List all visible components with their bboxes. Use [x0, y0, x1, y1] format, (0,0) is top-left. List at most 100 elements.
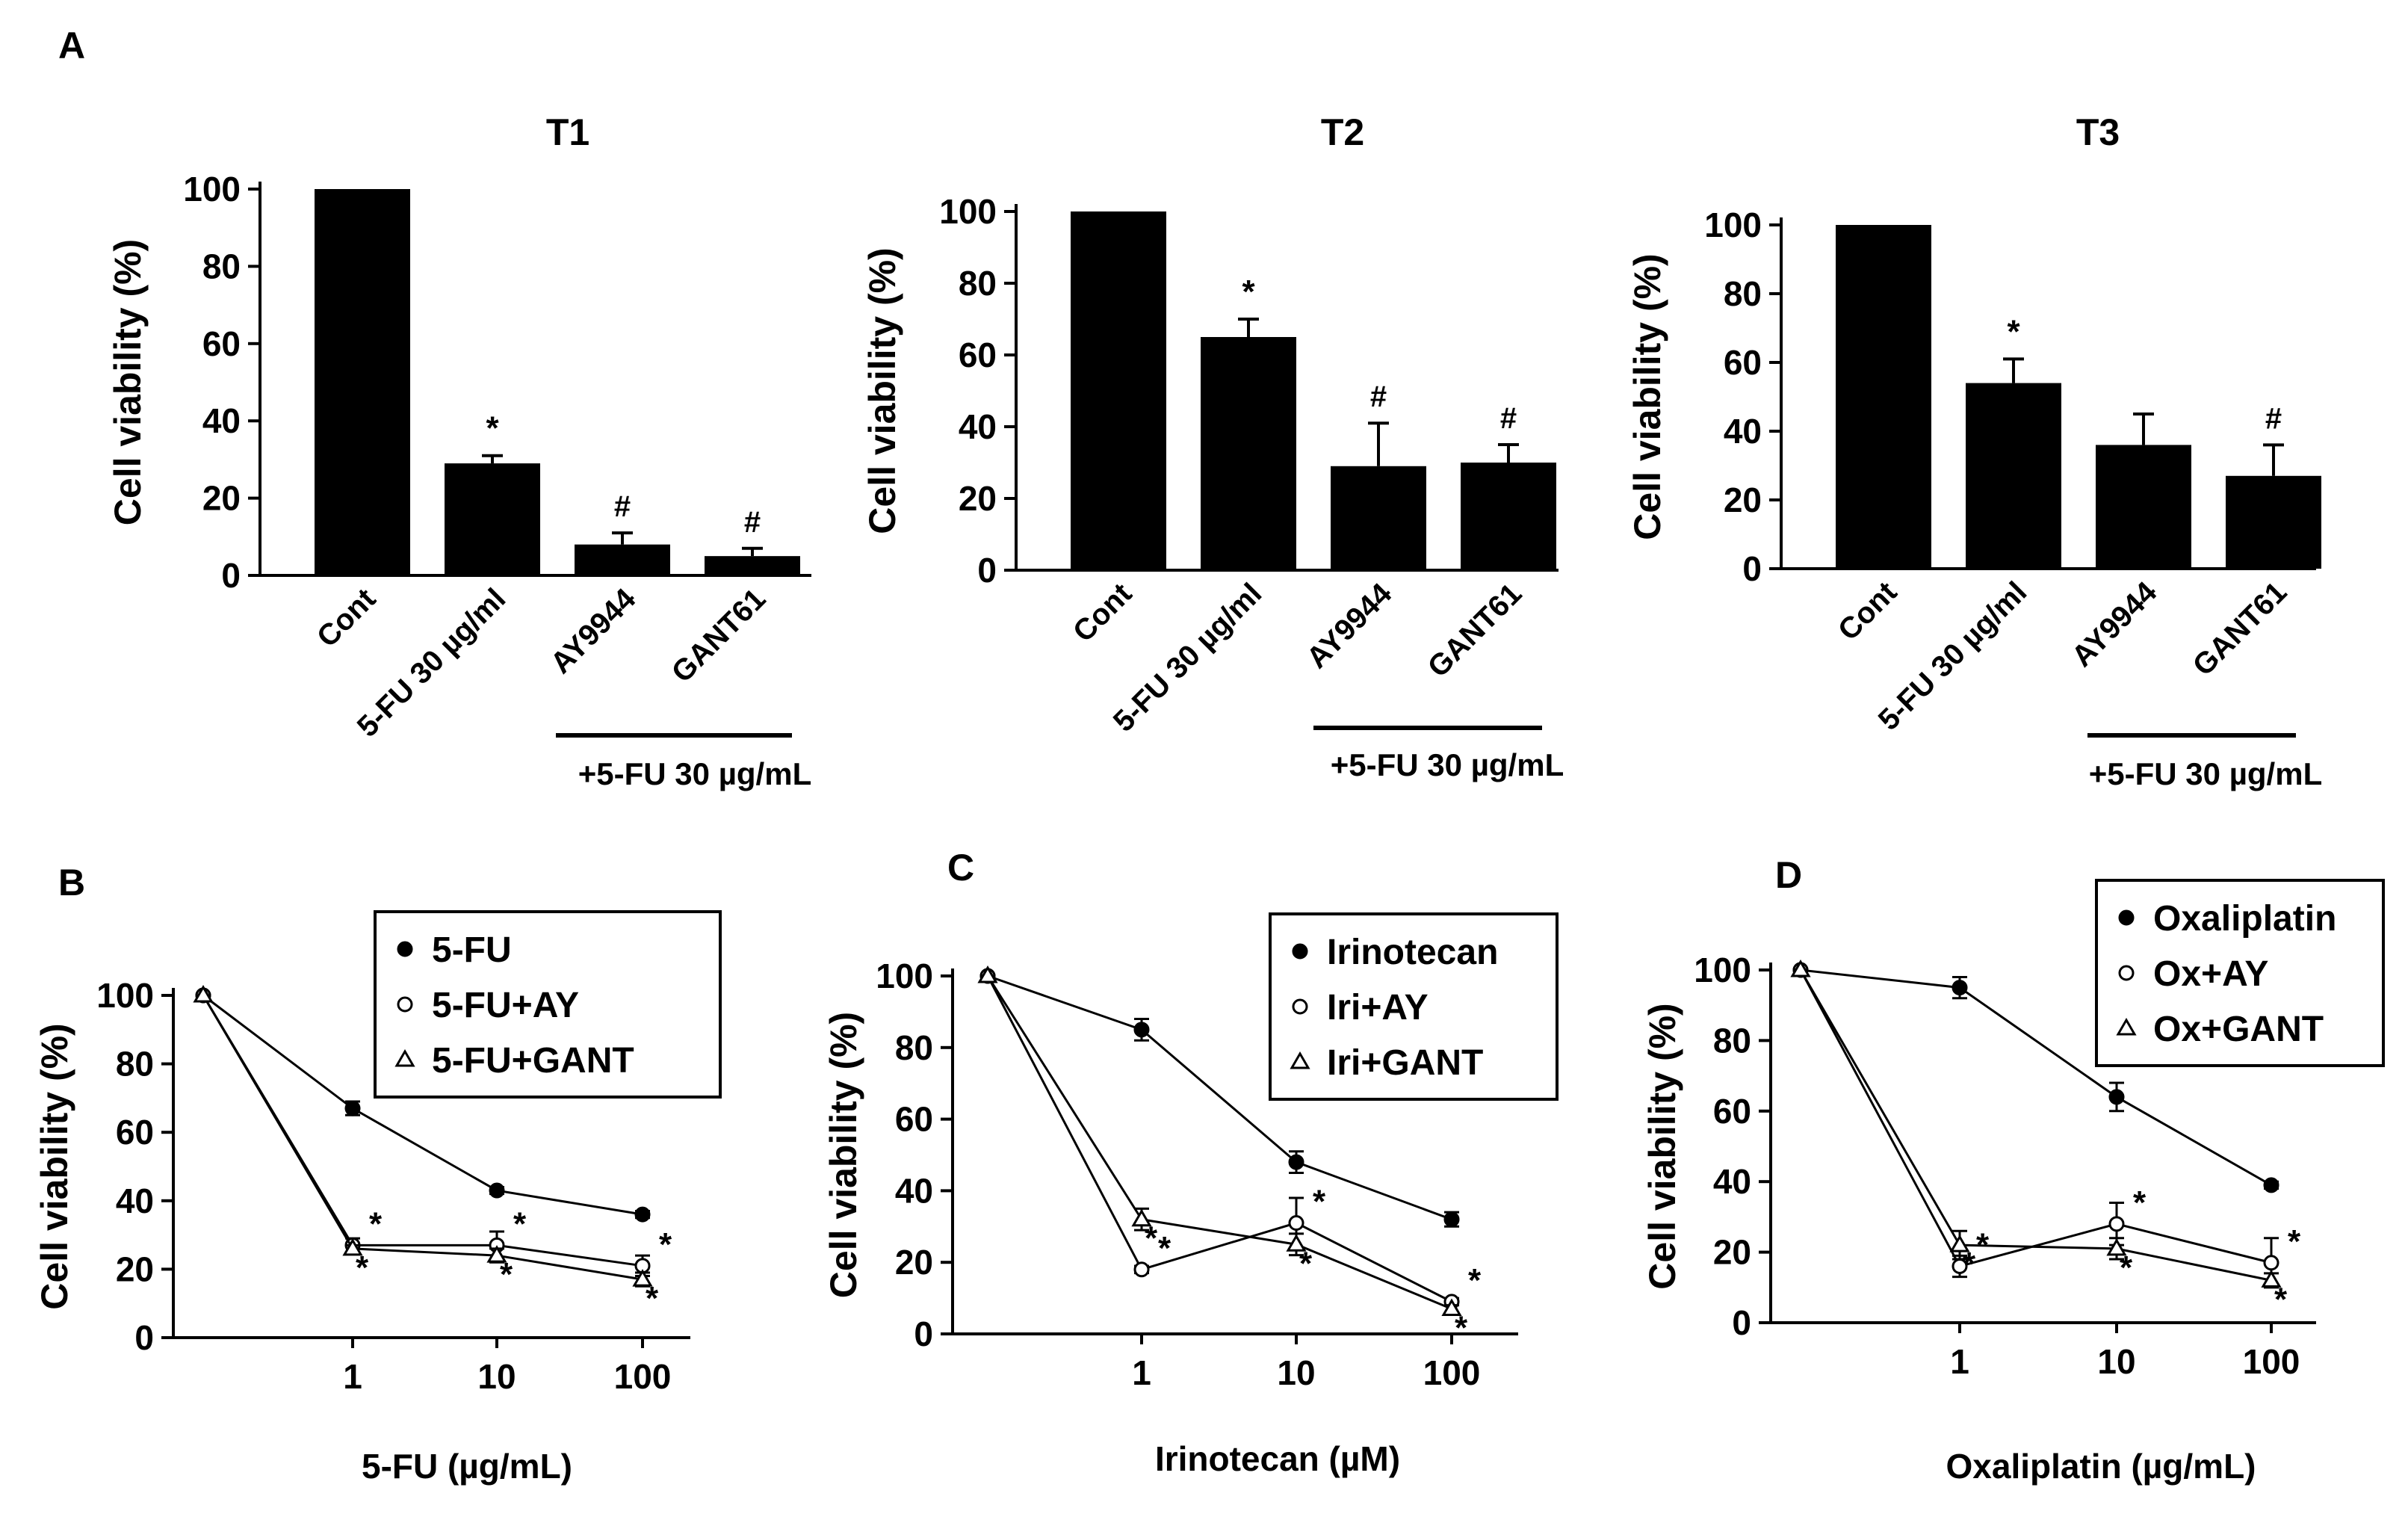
chart-c-significance-mark: *	[1299, 1245, 1313, 1282]
chart-c-significance-mark: *	[1455, 1309, 1468, 1346]
chart-d-data-point	[1949, 1235, 1970, 1252]
chart-b-y-tick-label: 0	[134, 1318, 154, 1357]
chart-b-x-tick-label: 10	[477, 1357, 516, 1396]
chart-c-legend-label: Iri+GANT	[1327, 1043, 1483, 1083]
chart-d-series-line	[1800, 968, 2272, 1187]
chart-t1-category-label: Cont	[311, 582, 383, 654]
chart-c-data-point	[1131, 1208, 1152, 1227]
panel-label-a: A	[58, 25, 85, 67]
chart-d-data-point	[2263, 1255, 2279, 1271]
chart-t2-title: T2	[1321, 111, 1364, 153]
chart-t1-significance-mark: #	[744, 506, 761, 539]
chart-t2-category-label: Cont	[1067, 577, 1139, 649]
chart-b-data-point	[634, 1206, 651, 1223]
chart-d-data-point	[1790, 960, 1811, 977]
chart-c-x-tick-label: 10	[1277, 1353, 1315, 1392]
panel-label-b: B	[58, 862, 85, 903]
chart-c-x-label: Irinotecan (µM)	[1155, 1439, 1400, 1478]
chart-c-y-tick-label: 80	[895, 1028, 933, 1067]
chart-t1-y-tick-label: 80	[202, 247, 241, 285]
chart-c: 0 20 40 60 80 100 1 10 100 Cell viability (%) Irin…	[823, 912, 1559, 1478]
chart-c-data-point	[1133, 1261, 1150, 1278]
chart-t2-significance-mark: *	[1242, 274, 1255, 310]
chart-c-legend: Irinotecan Iri+AY Iri+GANT	[1269, 912, 1559, 1101]
chart-d-series-line	[1799, 969, 2272, 1268]
chart-d-y-tick-label: 100	[1694, 951, 1751, 989]
chart-d-x-tick-label: 1	[1950, 1342, 1969, 1381]
chart-b-y-tick-label: 40	[116, 1181, 154, 1220]
chart-t3-bar	[2226, 475, 2321, 569]
chart-c-legend-label: Irinotecan	[1327, 933, 1498, 972]
chart-c-data-point	[1286, 1234, 1307, 1252]
chart-t3-bracket-label: +5-FU 30 µg/mL	[2089, 756, 2322, 791]
chart-b-series-line	[202, 995, 643, 1281]
chart-t2-category-label: GANT61	[1422, 577, 1529, 684]
chart-t1-y-tick-label: 40	[202, 401, 241, 440]
chart-t1-significance-mark: *	[486, 410, 499, 447]
chart-c-x-tick-label: 1	[1132, 1353, 1151, 1392]
panel-label-d: D	[1775, 854, 1802, 896]
chart-c-significance-mark: *	[1313, 1184, 1326, 1220]
chart-b-y-tick-label: 20	[116, 1249, 154, 1288]
chart-t3-y-tick-label: 60	[1724, 343, 1762, 382]
chart-b-legend-marker	[397, 996, 413, 1013]
chart-b: 0 20 40 60 80 100 1 10 100 Cell viability (%) 5-FU…	[34, 910, 722, 1486]
chart-b-series-line	[202, 994, 643, 1216]
chart-b-y-tick-label: 80	[116, 1045, 154, 1084]
chart-c-data-point	[1288, 1215, 1304, 1232]
chart-b-x-tick-label: 1	[343, 1357, 362, 1396]
chart-t1-significance-mark: #	[614, 490, 631, 523]
chart-t2-bar	[1331, 466, 1426, 570]
chart-d-legend-marker	[2118, 965, 2135, 981]
chart-b-data-point	[342, 1238, 363, 1256]
chart-c-series-line	[986, 975, 1452, 1303]
chart-d-y-label: Cell viability (%)	[1641, 1003, 1683, 1289]
chart-b-legend-box	[374, 910, 722, 1099]
chart-d-significance-mark: *	[2133, 1184, 2147, 1221]
chart-t2-bracket-label: +5-FU 30 µg/mL	[1331, 747, 1564, 782]
chart-d-significance-mark: *	[2288, 1223, 2301, 1260]
chart-c-y-tick-label: 60	[895, 1100, 933, 1139]
chart-c-data-point	[977, 965, 998, 983]
chart-b-significance-mark: *	[356, 1249, 369, 1286]
chart-t2-significance-mark: #	[1370, 380, 1387, 413]
chart-c-y-tick-label: 0	[914, 1314, 933, 1353]
chart-d-y-tick-label: 80	[1713, 1021, 1751, 1060]
chart-t1-bar	[445, 463, 540, 575]
chart-t2-bar	[1201, 337, 1296, 570]
chart-t1-y-label: Cell viability (%)	[107, 239, 149, 525]
chart-b-data-point	[489, 1182, 505, 1199]
chart-b-legend-marker	[394, 1049, 415, 1067]
chart-d-x-label: Oxaliplatin (µg/mL)	[1946, 1447, 2256, 1486]
chart-t1-y-tick-label: 0	[221, 556, 241, 595]
chart-t2-bar	[1461, 463, 1556, 570]
chart-d-data-point	[2108, 1216, 2125, 1232]
chart-d-y-tick-label: 60	[1713, 1092, 1751, 1131]
chart-t1-bar	[575, 544, 670, 575]
chart-t3-y-label: Cell viability (%)	[1627, 253, 1668, 540]
chart-b-significance-mark: *	[500, 1256, 513, 1293]
chart-b-legend: 5-FU 5-FU+AY 5-FU+GANT	[374, 910, 722, 1099]
chart-d-legend-marker	[2118, 909, 2135, 926]
chart-t3-y-tick-label: 100	[1704, 206, 1762, 244]
chart-b-legend-label: 5-FU+AY	[432, 986, 579, 1025]
chart-t1-title: T1	[546, 111, 589, 153]
chart-d-legend: Oxaliplatin Ox+AY Ox+GANT	[2095, 879, 2385, 1067]
chart-b-legend-marker	[397, 941, 413, 957]
chart-d-data-point	[2263, 1177, 2279, 1193]
chart-t1-category-label: GANT61	[666, 582, 773, 689]
chart-d-y-tick-label: 20	[1713, 1233, 1751, 1272]
chart-c-significance-mark: *	[1158, 1230, 1171, 1267]
chart-b-significance-mark: *	[659, 1226, 672, 1263]
chart-t1-bar	[705, 556, 800, 575]
chart-c-data-point	[1133, 1022, 1150, 1038]
chart-b-data-point	[193, 985, 214, 1003]
chart-t3-significance-mark: #	[2265, 402, 2282, 435]
chart-b-significance-mark: *	[513, 1205, 527, 1242]
chart-t3-bar	[2096, 445, 2191, 569]
chart-b-x-label: 5-FU (µg/mL)	[362, 1447, 572, 1486]
chart-t2-y-tick-label: 20	[959, 479, 997, 518]
chart-t3-y-tick-label: 80	[1724, 274, 1762, 313]
